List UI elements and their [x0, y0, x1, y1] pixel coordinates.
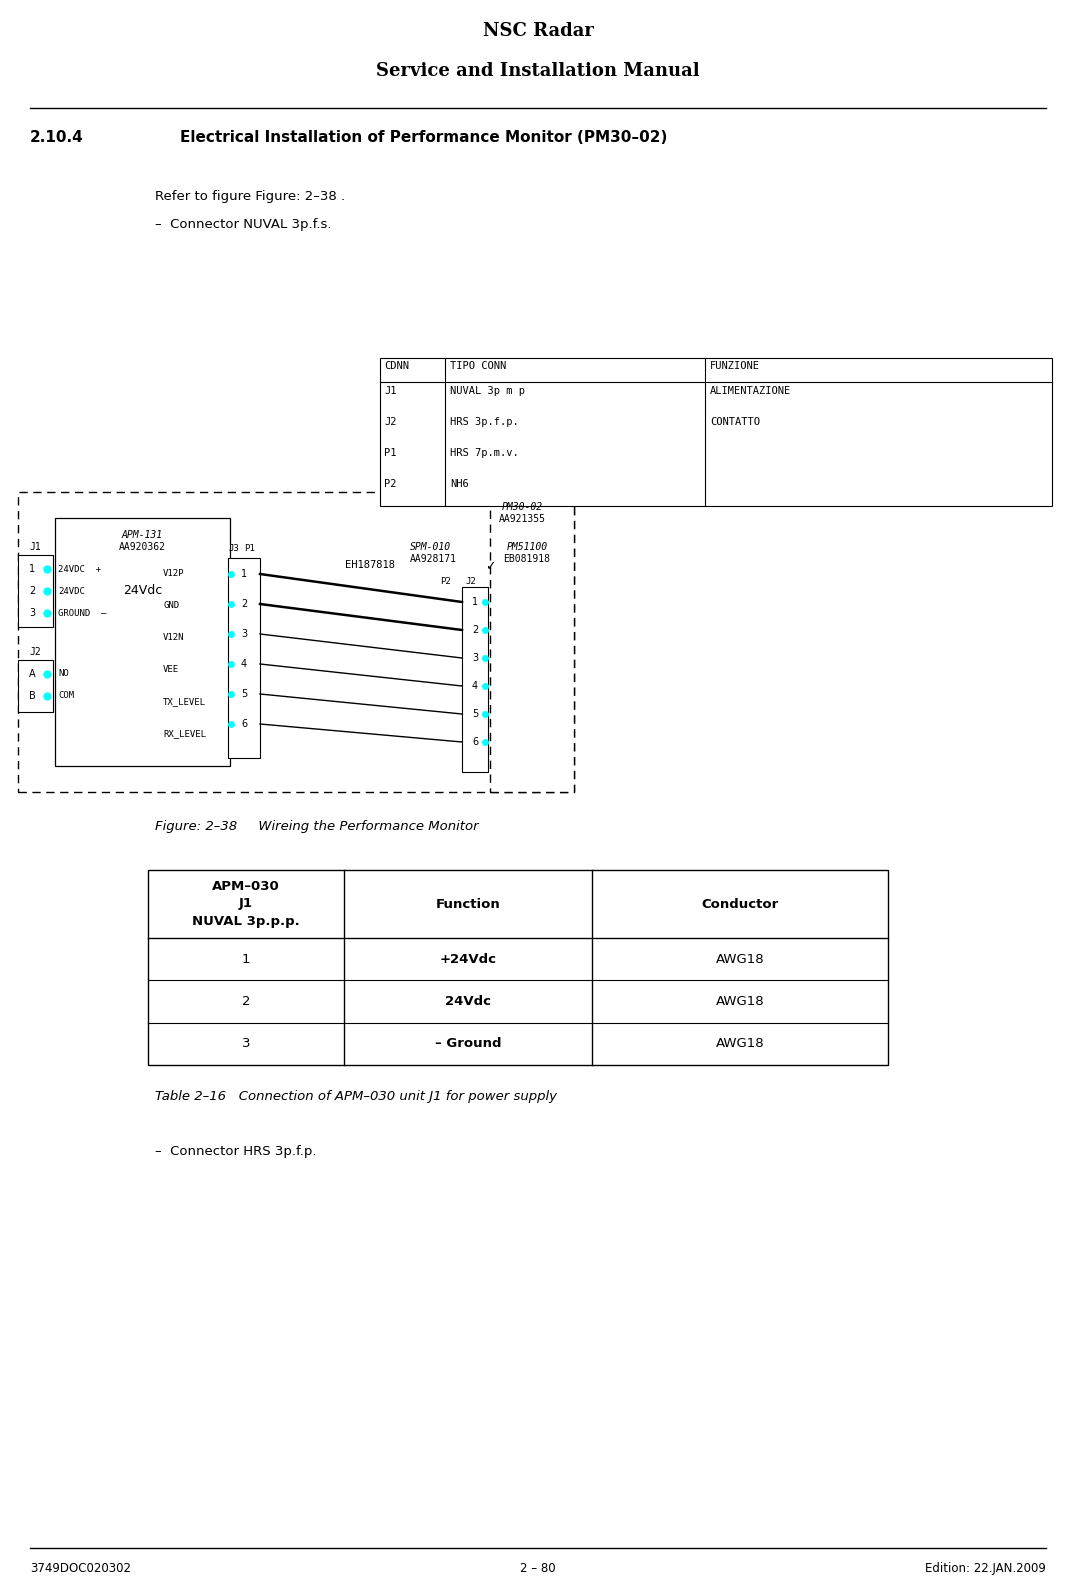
- Text: J2: J2: [30, 647, 41, 657]
- Text: 6: 6: [241, 719, 247, 728]
- Bar: [490, 491, 574, 792]
- Text: EH187818: EH187818: [345, 560, 395, 569]
- Text: J3: J3: [228, 544, 239, 553]
- Bar: [148, 870, 888, 1065]
- Text: 3: 3: [242, 1037, 251, 1051]
- Text: 1: 1: [472, 596, 478, 607]
- Text: AA920362: AA920362: [119, 542, 166, 552]
- Bar: [462, 587, 489, 773]
- Text: P2: P2: [440, 577, 451, 587]
- Text: NO: NO: [58, 669, 69, 679]
- Text: PM51100: PM51100: [507, 542, 548, 552]
- Text: PM30-02: PM30-02: [501, 502, 542, 512]
- Text: 24VDC  +: 24VDC +: [58, 564, 101, 574]
- Text: 24Vdc: 24Vdc: [445, 995, 491, 1008]
- Text: Edition: 22.JAN.2009: Edition: 22.JAN.2009: [925, 1561, 1046, 1576]
- Text: J1: J1: [30, 542, 41, 552]
- Text: 4: 4: [241, 658, 247, 669]
- Text: – Ground: – Ground: [435, 1037, 501, 1051]
- Text: TX_LEVEL: TX_LEVEL: [162, 698, 206, 706]
- Text: 2 – 80: 2 – 80: [520, 1561, 556, 1576]
- Text: CONTATTO: CONTATTO: [710, 417, 760, 428]
- Text: Figure: 2–38     Wireing the Performance Monitor: Figure: 2–38 Wireing the Performance Mon…: [155, 820, 479, 833]
- Text: 2.10.4: 2.10.4: [30, 130, 84, 145]
- Bar: [18, 555, 53, 626]
- Text: ALIMENTAZIONE: ALIMENTAZIONE: [710, 386, 791, 396]
- Text: J2: J2: [465, 577, 476, 587]
- Text: Table 2–16   Connection of APM–030 unit J1 for power supply: Table 2–16 Connection of APM–030 unit J1…: [155, 1091, 557, 1103]
- Text: 2: 2: [472, 625, 478, 634]
- Text: AWG18: AWG18: [716, 1037, 764, 1051]
- Text: AA921355: AA921355: [498, 514, 546, 525]
- Bar: [18, 491, 574, 792]
- Text: NH6: NH6: [450, 479, 469, 490]
- Text: GND: GND: [162, 601, 179, 611]
- Text: VEE: VEE: [162, 666, 179, 674]
- Text: 3: 3: [29, 607, 36, 619]
- Text: 5: 5: [472, 709, 478, 719]
- Text: –  Connector HRS 3p.f.p.: – Connector HRS 3p.f.p.: [155, 1145, 316, 1158]
- Text: 24VDC: 24VDC: [58, 587, 85, 596]
- Text: J2: J2: [384, 417, 396, 428]
- Text: AWG18: AWG18: [716, 995, 764, 1008]
- Bar: [380, 358, 1052, 506]
- Text: COM: COM: [58, 692, 74, 701]
- Text: 3749DOC020302: 3749DOC020302: [30, 1561, 131, 1576]
- Text: +24Vdc: +24Vdc: [439, 952, 496, 965]
- Text: 5: 5: [241, 688, 247, 700]
- Text: J1: J1: [384, 386, 396, 396]
- Text: Conductor: Conductor: [702, 897, 779, 911]
- Text: Service and Installation Manual: Service and Installation Manual: [377, 62, 699, 80]
- Text: V12P: V12P: [162, 569, 184, 579]
- Bar: [228, 558, 260, 758]
- Text: NUVAL 3p m p: NUVAL 3p m p: [450, 386, 525, 396]
- Text: 2: 2: [29, 587, 36, 596]
- Text: V12N: V12N: [162, 633, 184, 642]
- Text: B: B: [29, 692, 36, 701]
- Text: P2: P2: [384, 479, 396, 490]
- Text: GROUND  –: GROUND –: [58, 609, 107, 617]
- Text: –  Connector NUVAL 3p.f.s.: – Connector NUVAL 3p.f.s.: [155, 218, 331, 231]
- Text: SPM-010: SPM-010: [410, 542, 451, 552]
- Text: 3: 3: [241, 630, 247, 639]
- Text: NSC Radar: NSC Radar: [482, 22, 594, 40]
- Text: EB081918: EB081918: [504, 553, 551, 564]
- Text: APM–030
J1
NUVAL 3p.p.p.: APM–030 J1 NUVAL 3p.p.p.: [193, 881, 300, 927]
- Text: 2: 2: [242, 995, 251, 1008]
- Text: TIPO CONN: TIPO CONN: [450, 361, 506, 370]
- Text: HRS 3p.f.p.: HRS 3p.f.p.: [450, 417, 519, 428]
- Text: AWG18: AWG18: [716, 952, 764, 965]
- Text: CDNN: CDNN: [384, 361, 409, 370]
- Text: Refer to figure Figure: 2–38 .: Refer to figure Figure: 2–38 .: [155, 189, 345, 204]
- Text: HRS 7p.m.v.: HRS 7p.m.v.: [450, 448, 519, 458]
- Text: A: A: [29, 669, 36, 679]
- Text: 1: 1: [242, 952, 251, 965]
- Text: 2: 2: [241, 599, 247, 609]
- Text: RX_LEVEL: RX_LEVEL: [162, 730, 206, 738]
- Text: P1: P1: [384, 448, 396, 458]
- Text: 3: 3: [472, 653, 478, 663]
- Text: FUNZIONE: FUNZIONE: [710, 361, 760, 370]
- Text: 1: 1: [241, 569, 247, 579]
- Text: Function: Function: [436, 897, 500, 911]
- Text: AA928171: AA928171: [410, 553, 457, 564]
- Text: 6: 6: [472, 738, 478, 747]
- Text: 4: 4: [472, 681, 478, 692]
- Text: 24Vdc: 24Vdc: [123, 585, 162, 598]
- Text: APM-131: APM-131: [122, 529, 164, 541]
- Text: ✓: ✓: [485, 560, 495, 572]
- Text: Electrical Installation of Performance Monitor (PM30–02): Electrical Installation of Performance M…: [180, 130, 667, 145]
- Bar: [55, 518, 230, 766]
- Text: P1: P1: [244, 544, 255, 553]
- Text: 1: 1: [29, 564, 36, 574]
- Bar: [18, 660, 53, 712]
